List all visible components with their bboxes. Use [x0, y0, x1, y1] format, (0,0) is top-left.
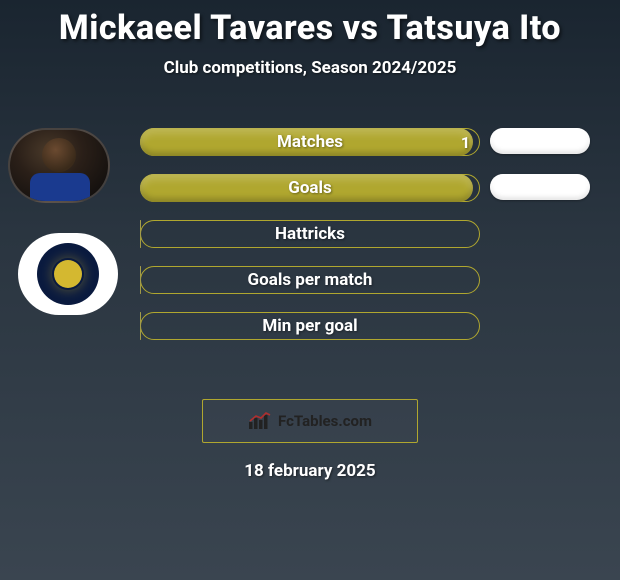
stat-pill-row	[490, 220, 600, 248]
brand-box: FcTables.com	[202, 399, 418, 443]
stat-bar-row: Matches1	[140, 128, 480, 156]
stat-pill-row	[490, 312, 600, 340]
stat-pill	[490, 174, 590, 200]
stat-bar-row: Goals	[140, 174, 480, 202]
stat-bar-row: Hattricks	[140, 220, 480, 248]
club-crest-icon	[37, 243, 99, 305]
avatar-column	[8, 128, 123, 315]
player2-badge	[18, 233, 118, 315]
stat-bar-row: Min per goal	[140, 312, 480, 340]
stat-bar-value: 1	[461, 128, 470, 156]
stat-bars: Matches1 Goals Hattricks Goals per match Min…	[140, 128, 480, 358]
stat-pill-row	[490, 128, 600, 156]
brand-text: FcTables.com	[278, 412, 372, 430]
page-title: Mickaeel Tavares vs Tatsuya Ito	[0, 0, 620, 48]
stat-pill-row	[490, 174, 600, 202]
stat-pill-row	[490, 266, 600, 294]
stat-bar-label: Goals	[140, 174, 480, 202]
stat-bar-label: Goals per match	[140, 266, 480, 294]
stat-pill	[490, 128, 590, 154]
page-subtitle: Club competitions, Season 2024/2025	[0, 58, 620, 78]
stat-bar-label: Matches	[140, 128, 480, 156]
date-label: 18 february 2025	[0, 461, 620, 481]
stat-bar-label: Min per goal	[140, 312, 480, 340]
player1-avatar	[8, 128, 110, 203]
chart-icon	[248, 412, 272, 430]
stat-bar-row: Goals per match	[140, 266, 480, 294]
comparison-panel: Matches1 Goals Hattricks Goals per match Min…	[0, 113, 620, 393]
stat-pills-right	[490, 128, 600, 358]
stat-bar-label: Hattricks	[140, 220, 480, 248]
